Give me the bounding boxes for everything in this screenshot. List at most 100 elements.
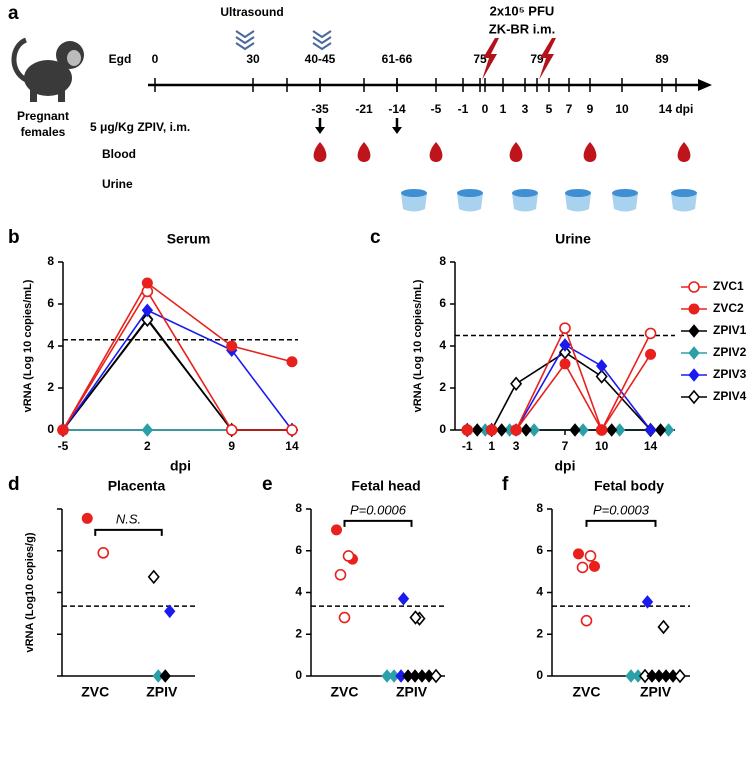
egd-tick-label: 79 xyxy=(530,52,544,66)
y-tick-label: 2 xyxy=(536,626,543,640)
urine-cup xyxy=(401,193,427,212)
point xyxy=(645,348,657,360)
subject-label: females xyxy=(21,125,66,139)
point xyxy=(573,548,584,560)
point xyxy=(596,359,608,373)
egd-tick-label: 0 xyxy=(152,52,159,66)
point xyxy=(338,611,351,624)
legend-label: ZVC2 xyxy=(713,301,744,315)
urine-cup xyxy=(612,193,638,212)
point xyxy=(558,345,572,360)
point xyxy=(595,369,608,384)
vaccine-arrowhead xyxy=(315,127,325,134)
point xyxy=(141,277,153,289)
panel-label: a xyxy=(8,3,19,24)
infection-bolt xyxy=(482,38,499,80)
significance-label: P=0.0003 xyxy=(593,502,650,517)
point xyxy=(141,303,154,318)
point xyxy=(286,424,298,436)
monkey-icon xyxy=(11,37,84,102)
dpi-tick-label: -21 xyxy=(355,102,373,116)
dpi-tick-label: 14 dpi xyxy=(659,102,694,116)
significance-label: N.S. xyxy=(116,511,141,526)
legend-marker xyxy=(688,281,700,293)
egd-tick-label: 75 xyxy=(473,52,487,66)
chart-title: Urine xyxy=(555,231,591,247)
point xyxy=(225,424,238,436)
x-tick-label: ZVC xyxy=(331,684,359,700)
egd-tick-label: 89 xyxy=(655,52,669,66)
ultrasound-icon xyxy=(235,42,255,51)
x-tick-label: ZPIV xyxy=(640,684,672,700)
blood-label: Blood xyxy=(102,147,136,161)
blood-drop xyxy=(429,142,443,162)
y-axis-label: vRNA (Log10 copies/g) xyxy=(24,532,36,652)
dpi-tick-label: 3 xyxy=(522,102,529,116)
point xyxy=(471,423,483,437)
point xyxy=(226,340,238,352)
urine-cup xyxy=(565,193,591,212)
point xyxy=(409,610,422,625)
point xyxy=(577,423,589,437)
urine-cup-lid xyxy=(612,189,638,197)
point xyxy=(644,423,657,437)
blood-drop xyxy=(357,142,371,162)
blood-drop xyxy=(509,142,523,162)
significance-bracket xyxy=(94,528,163,536)
point xyxy=(510,376,523,392)
y-tick-label: 4 xyxy=(439,338,446,352)
chart-title: Fetal body xyxy=(594,478,664,494)
y-tick-label: 0 xyxy=(439,422,446,436)
infection-label: ZK-BR i.m. xyxy=(489,21,555,36)
point xyxy=(147,569,160,585)
panel-label: c xyxy=(370,227,381,248)
infection-label: 2x10⁵ PFU xyxy=(490,3,555,18)
y-tick-label: 2 xyxy=(439,380,446,394)
point xyxy=(584,550,597,562)
legend-marker xyxy=(688,303,700,315)
point xyxy=(589,560,600,572)
point xyxy=(342,550,355,562)
series-line xyxy=(62,289,292,431)
x-tick-label: ZPIV xyxy=(396,684,428,700)
point xyxy=(559,358,571,370)
ultrasound-icon xyxy=(312,42,332,51)
point xyxy=(461,424,473,436)
y-tick-label: 2 xyxy=(295,626,302,640)
y-tick-label: 0 xyxy=(47,422,54,436)
y-tick-label: 2 xyxy=(47,380,54,394)
point xyxy=(164,604,176,619)
y-tick-label: 4 xyxy=(536,585,543,599)
y-tick-label: 0 xyxy=(295,668,302,682)
legend-marker xyxy=(688,346,700,360)
urine-cup xyxy=(457,193,483,212)
x-axis-label: dpi xyxy=(170,458,191,474)
urine-cup xyxy=(671,193,697,212)
point xyxy=(159,669,171,683)
ultrasound-icon xyxy=(312,36,332,45)
urine-cup-lid xyxy=(671,189,697,197)
significance-label: P=0.0006 xyxy=(350,502,407,517)
point xyxy=(57,424,69,436)
dpi-tick-label: 7 xyxy=(566,102,573,116)
point xyxy=(559,322,571,334)
x-tick-label: 9 xyxy=(228,439,235,453)
x-tick-label: 10 xyxy=(595,439,609,453)
chart-title: Fetal head xyxy=(351,478,420,494)
point xyxy=(334,568,347,581)
ultrasound-icon xyxy=(235,30,255,39)
egd-tick-label: 40-45 xyxy=(305,52,336,66)
point xyxy=(141,312,154,327)
legend-label: ZPIV4 xyxy=(713,389,747,403)
x-tick-label: ZPIV xyxy=(146,684,178,700)
y-tick-label: 8 xyxy=(295,501,302,515)
point xyxy=(510,424,522,436)
x-tick-label: ZVC xyxy=(81,684,109,700)
dpi-tick-label: 10 xyxy=(615,102,629,116)
vaccine-arrowhead xyxy=(392,127,402,134)
series-line xyxy=(62,309,293,431)
point xyxy=(644,327,657,340)
x-tick-label: -5 xyxy=(58,439,69,453)
series-line xyxy=(62,281,293,431)
dpi-tick-label: -5 xyxy=(431,102,442,116)
